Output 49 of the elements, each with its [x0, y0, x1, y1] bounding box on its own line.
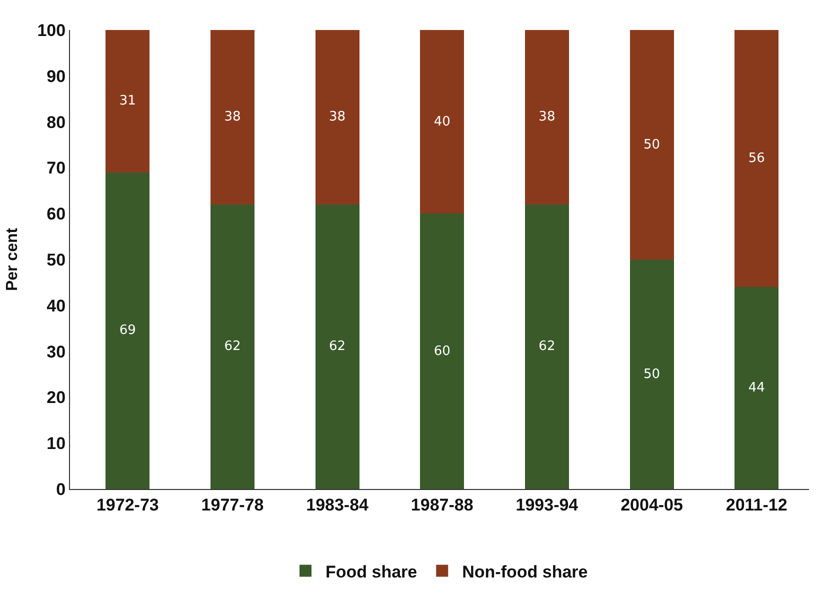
y-tick-label: 100 — [37, 20, 66, 40]
bar — [630, 260, 674, 489]
y-tick-label: 20 — [46, 388, 66, 408]
y-tick-label: 70 — [46, 158, 66, 178]
y-tick-label: 60 — [46, 204, 66, 224]
bar — [420, 30, 464, 214]
y-tick-label: 90 — [46, 66, 66, 86]
x-tick-label: 1972-73 — [96, 495, 159, 514]
bar — [106, 30, 150, 172]
data-label: 62 — [538, 339, 556, 354]
data-label: 56 — [748, 151, 765, 166]
data-label: 69 — [119, 323, 136, 338]
data-label: 38 — [329, 110, 346, 125]
data-label: 62 — [224, 339, 241, 354]
x-tick-label: 1993-94 — [516, 495, 579, 514]
y-tick-label: 80 — [46, 112, 66, 132]
bar — [315, 30, 360, 204]
y-axis-title: Per cent — [4, 227, 22, 292]
data-label: 50 — [643, 137, 660, 152]
y-tick-label: 40 — [46, 296, 66, 316]
data-label: 38 — [538, 110, 556, 125]
bar — [524, 30, 569, 204]
bar — [210, 30, 254, 204]
bar — [734, 30, 779, 288]
data-label: 31 — [119, 94, 136, 109]
x-tick-label: 2004-05 — [620, 495, 683, 514]
legend-label: Food share — [326, 562, 418, 582]
data-label: 50 — [643, 366, 660, 382]
y-tick-label: 30 — [46, 342, 66, 362]
legend-label: Non-food share — [462, 562, 588, 582]
data-label: 38 — [224, 110, 241, 125]
data-label: 60 — [434, 344, 450, 359]
bar — [630, 30, 674, 260]
bar — [210, 204, 254, 489]
x-tick-label: 1987-88 — [410, 495, 474, 514]
y-tick-label: 50 — [46, 250, 66, 270]
x-tick-label: 1977-78 — [201, 495, 264, 514]
bar — [315, 204, 360, 489]
bar — [734, 287, 779, 489]
bar — [420, 214, 464, 489]
data-label: 40 — [434, 114, 450, 130]
bar — [106, 172, 150, 489]
data-label: 44 — [748, 380, 765, 396]
x-tick-label: 1983-84 — [306, 495, 370, 514]
bar — [524, 204, 569, 489]
y-tick-label: 10 — [46, 434, 66, 454]
y-tick-label: 0 — [56, 480, 66, 499]
x-tick-label: 2011-12 — [726, 495, 788, 514]
data-label: 62 — [329, 339, 346, 354]
